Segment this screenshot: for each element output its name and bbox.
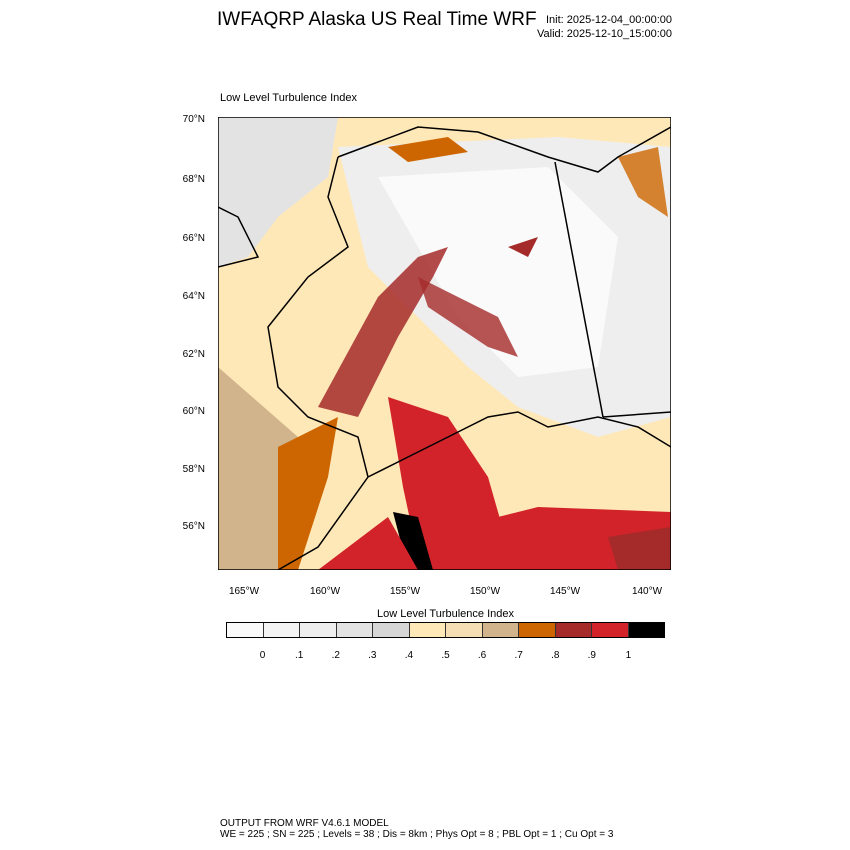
colorbar-label: .5 <box>441 650 450 661</box>
lon-label: 145°W <box>549 586 581 597</box>
colorbar-label: .1 <box>294 650 304 661</box>
lat-label: 70°N <box>182 114 205 125</box>
footer-params: WE = 225 ; SN = 225 ; Levels = 38 ; Dis … <box>220 829 614 840</box>
footer-model: OUTPUT FROM WRF V4.6.1 MODEL <box>220 818 389 829</box>
colorbar-swatch <box>336 623 373 637</box>
colorbar-swatch <box>263 623 300 637</box>
footer: OUTPUT FROM WRF V4.6.1 MODEL WE = 225 ; … <box>220 818 613 840</box>
lat-label: 62°N <box>182 349 205 360</box>
colorbar <box>226 622 665 638</box>
colorbar-label: .4 <box>404 650 414 661</box>
colorbar-label: .6 <box>477 650 487 661</box>
colorbar-swatch <box>519 623 556 637</box>
colorbar-swatch <box>409 623 446 637</box>
lon-label: 165°W <box>228 586 260 597</box>
lon-label: 160°W <box>309 586 341 597</box>
lon-label: 150°W <box>469 586 501 597</box>
lat-label: 60°N <box>182 406 205 417</box>
turbulence-map <box>218 117 671 570</box>
colorbar-swatch <box>592 623 629 637</box>
colorbar-swatch <box>555 623 592 637</box>
lat-label: 68°N <box>182 174 205 185</box>
lon-label: 140°W <box>631 586 663 597</box>
colorbar-label: 1 <box>625 650 632 661</box>
colorbar-label: .2 <box>331 650 340 661</box>
colorbar-swatch <box>446 623 483 637</box>
lat-label: 64°N <box>182 291 205 302</box>
lon-label: 155°W <box>389 586 421 597</box>
colorbar-swatch <box>300 623 337 637</box>
colorbar-label: .3 <box>368 650 377 661</box>
init-time: Init: 2025-12-04_00:00:00 <box>546 14 672 26</box>
colorbar-swatch <box>482 623 519 637</box>
colorbar-swatch <box>628 623 664 637</box>
lat-label: 58°N <box>182 464 205 475</box>
valid-time: Valid: 2025-12-10_15:00:00 <box>537 28 672 40</box>
colorbar-label: .7 <box>514 650 523 661</box>
page-title: IWFAQRP Alaska US Real Time WRF <box>217 9 537 30</box>
colorbar-swatch <box>227 623 264 637</box>
colorbar-label: .8 <box>551 650 560 661</box>
colorbar-swatch <box>373 623 410 637</box>
time-info: Init: 2025-12-04_00:00:00 Valid: 2025-12… <box>537 13 672 41</box>
lat-label: 66°N <box>182 233 205 244</box>
colorbar-label: 0 <box>259 650 266 661</box>
map-subtitle: Low Level Turbulence Index <box>220 92 357 104</box>
lat-label: 56°N <box>182 521 205 532</box>
colorbar-title: Low Level Turbulence Index <box>377 608 514 620</box>
colorbar-label: .9 <box>587 650 596 661</box>
